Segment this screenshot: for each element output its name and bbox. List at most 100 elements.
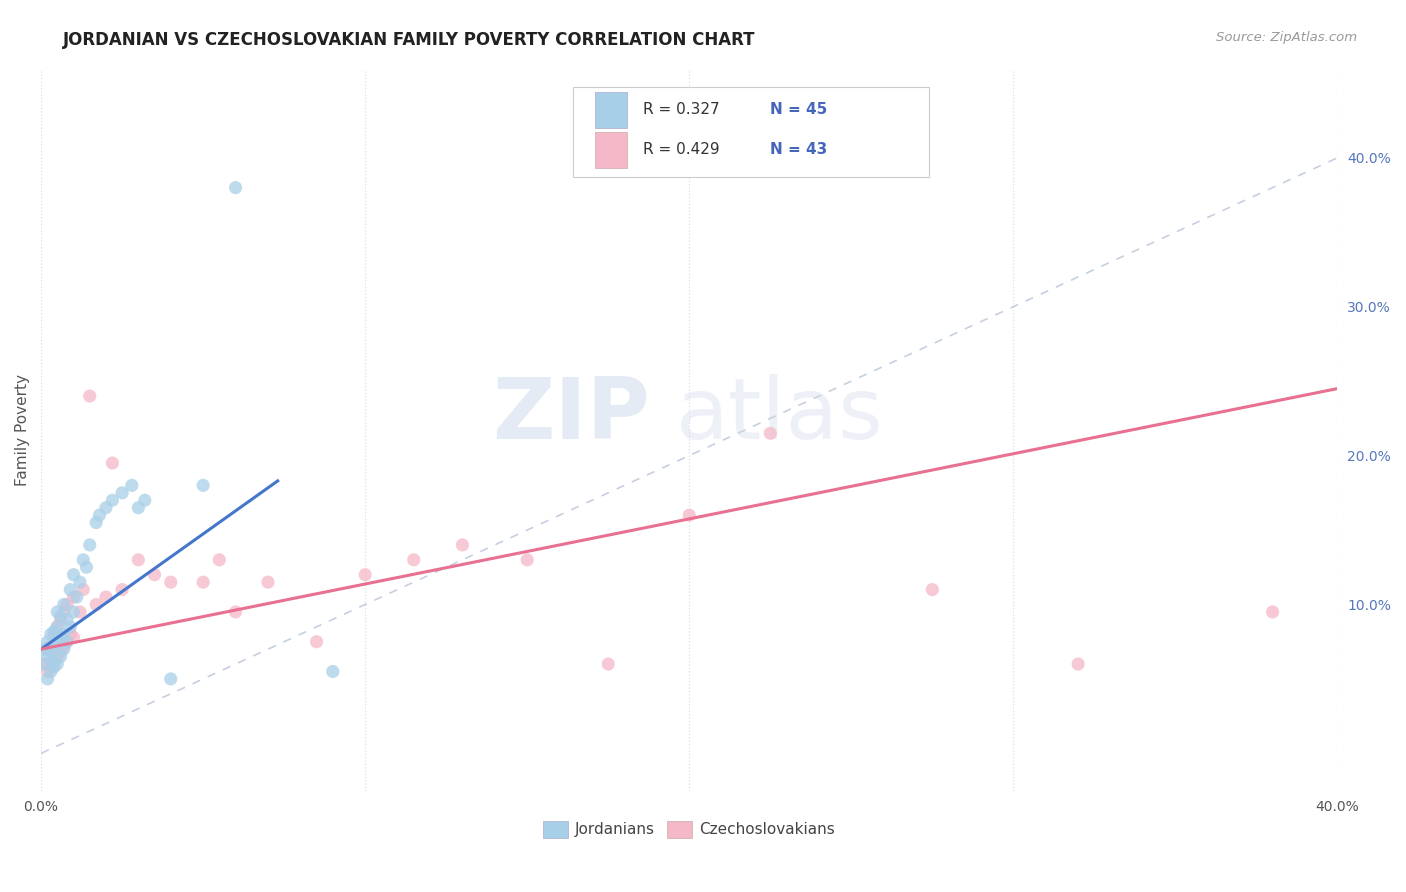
Point: [354, 567, 377, 582]
Text: N = 43: N = 43: [769, 142, 827, 157]
Point: [225, 180, 247, 194]
Point: [72, 553, 94, 567]
Point: [59, 582, 82, 597]
Point: [451, 538, 474, 552]
Point: [69, 575, 91, 590]
Point: [127, 553, 149, 567]
Point: [34, 642, 56, 657]
Point: [49, 649, 72, 664]
Point: [191, 478, 214, 492]
Point: [62, 605, 84, 619]
Legend: Jordanians, Czechoslovakians: Jordanians, Czechoslovakians: [537, 814, 841, 845]
Point: [72, 582, 94, 597]
Point: [111, 582, 134, 597]
Text: Source: ZipAtlas.com: Source: ZipAtlas.com: [1216, 31, 1357, 45]
Point: [62, 567, 84, 582]
FancyBboxPatch shape: [572, 87, 929, 177]
FancyBboxPatch shape: [595, 93, 627, 128]
Text: R = 0.327: R = 0.327: [643, 103, 720, 117]
Point: [52, 639, 75, 653]
Point: [42, 654, 65, 668]
Point: [101, 456, 124, 470]
Point: [69, 605, 91, 619]
Point: [225, 605, 247, 619]
Point: [1067, 657, 1090, 671]
Point: [516, 553, 538, 567]
Point: [42, 624, 65, 639]
Point: [598, 657, 620, 671]
Point: [208, 553, 231, 567]
Point: [49, 630, 72, 644]
Point: [134, 493, 156, 508]
Point: [37, 665, 59, 679]
Point: [56, 634, 79, 648]
Point: [37, 672, 59, 686]
Point: [52, 642, 75, 657]
Point: [921, 582, 943, 597]
Point: [49, 612, 72, 626]
Point: [84, 516, 107, 530]
Point: [42, 654, 65, 668]
Point: [79, 389, 101, 403]
Point: [84, 598, 107, 612]
Point: [56, 612, 79, 626]
Text: N = 45: N = 45: [769, 103, 827, 117]
Point: [39, 639, 62, 653]
Point: [39, 665, 62, 679]
Y-axis label: Family Poverty: Family Poverty: [15, 374, 30, 485]
Point: [46, 605, 69, 619]
Point: [39, 627, 62, 641]
Point: [159, 575, 181, 590]
Text: atlas: atlas: [676, 374, 884, 457]
Point: [143, 567, 166, 582]
Point: [127, 500, 149, 515]
Text: ZIP: ZIP: [492, 374, 651, 457]
Point: [52, 598, 75, 612]
Text: R = 0.429: R = 0.429: [643, 142, 720, 157]
Point: [42, 639, 65, 653]
Point: [49, 609, 72, 624]
Text: JORDANIAN VS CZECHOSLOVAKIAN FAMILY POVERTY CORRELATION CHART: JORDANIAN VS CZECHOSLOVAKIAN FAMILY POVE…: [63, 31, 756, 49]
Point: [159, 672, 181, 686]
Point: [322, 665, 344, 679]
Point: [101, 493, 124, 508]
Point: [46, 649, 69, 664]
Point: [34, 657, 56, 671]
Point: [42, 627, 65, 641]
Point: [94, 590, 117, 604]
Point: [1261, 605, 1284, 619]
Point: [79, 538, 101, 552]
Point: [59, 620, 82, 634]
Point: [76, 560, 98, 574]
Point: [66, 590, 89, 604]
Point: [46, 620, 69, 634]
Point: [191, 575, 214, 590]
Point: [34, 657, 56, 671]
Point: [46, 657, 69, 671]
Point: [257, 575, 280, 590]
Point: [37, 634, 59, 648]
FancyBboxPatch shape: [595, 132, 627, 169]
Point: [305, 634, 328, 648]
Point: [56, 634, 79, 648]
Point: [89, 508, 111, 523]
Point: [59, 627, 82, 641]
Point: [46, 620, 69, 634]
Point: [62, 630, 84, 644]
Point: [121, 478, 143, 492]
Point: [39, 660, 62, 674]
Point: [678, 508, 700, 523]
Point: [52, 605, 75, 619]
Point: [62, 590, 84, 604]
Point: [37, 642, 59, 657]
Point: [49, 645, 72, 659]
Point: [52, 627, 75, 641]
Point: [39, 645, 62, 659]
Point: [56, 598, 79, 612]
Point: [402, 553, 425, 567]
Point: [46, 634, 69, 648]
Point: [37, 649, 59, 664]
Point: [94, 500, 117, 515]
Point: [111, 485, 134, 500]
Point: [42, 660, 65, 674]
